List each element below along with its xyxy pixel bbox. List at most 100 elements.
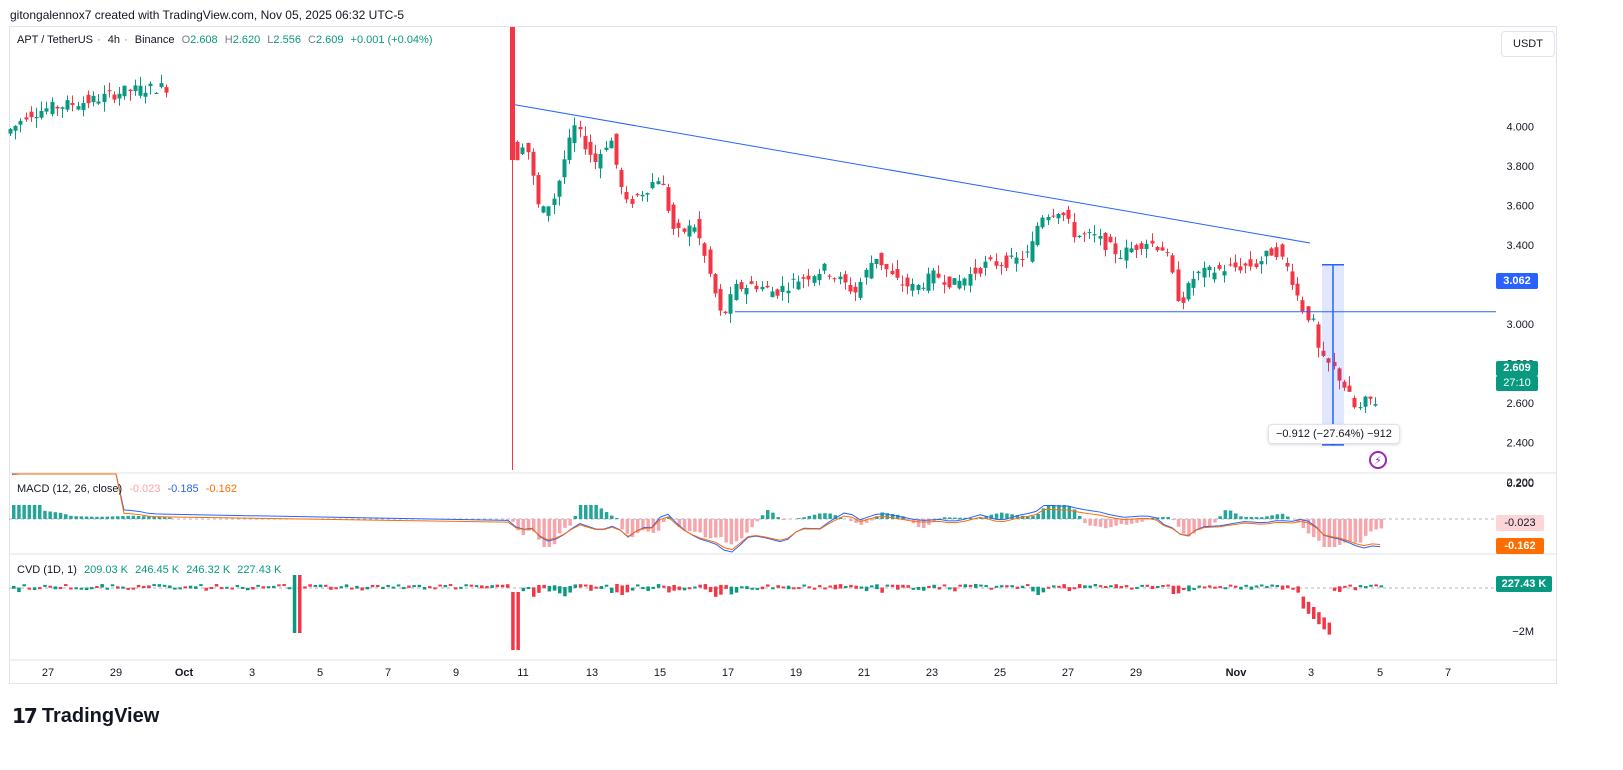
candle-body (832, 278, 837, 280)
symbol-name[interactable]: APT / TetherUS (17, 34, 94, 46)
cvd-candle (1109, 585, 1113, 588)
cvd-candle (1150, 585, 1155, 590)
macd-histogram-bar (511, 519, 515, 522)
low-value: 2.556 (273, 34, 301, 46)
cvd-candle (1187, 585, 1191, 592)
candle-body (702, 243, 707, 256)
candle-body (1051, 215, 1056, 217)
cvd-candle (984, 585, 988, 588)
cvd-candle (714, 586, 718, 597)
cvd-candle (329, 586, 333, 590)
cvd-candle (339, 586, 344, 589)
cvd-candle (599, 586, 604, 589)
cvd-candle (1041, 587, 1046, 593)
cvd-candle (641, 587, 645, 590)
candle-body (1248, 259, 1253, 267)
cvd-candle (870, 585, 874, 588)
candle-body (775, 289, 780, 296)
candle-body (536, 175, 541, 205)
macd-histogram-bar (942, 517, 947, 519)
candle-body (526, 142, 531, 153)
macd-name[interactable]: MACD (12, 26, close) (17, 483, 123, 495)
candle-body (848, 285, 853, 292)
candle-body (562, 159, 567, 178)
candle-body (515, 141, 520, 161)
macd-histogram-bar (1327, 519, 1332, 547)
cvd-candle (1208, 585, 1212, 588)
cvd-candle (381, 586, 385, 590)
cvd-candle (194, 586, 198, 589)
cvd-candle (266, 586, 271, 589)
candle-body (676, 222, 681, 229)
candle-body (24, 117, 29, 120)
candle-body (1165, 252, 1170, 254)
level-price-tag: 3.062 (1496, 273, 1538, 289)
cvd-candle (469, 584, 474, 587)
macd-histogram-bar (1140, 519, 1144, 522)
macd-histogram-bar (797, 518, 801, 519)
cvd-candle (370, 584, 375, 588)
candle-body (692, 227, 697, 232)
cvd-candle (313, 584, 318, 587)
macd-histogram-bar (1374, 519, 1378, 530)
cvd-candle (131, 587, 136, 590)
candle-body (1191, 278, 1196, 288)
candle-body (1186, 283, 1191, 300)
candle-body (1202, 267, 1207, 278)
candle-body (567, 137, 572, 160)
lightning-alert-icon[interactable]: ⚡ (1369, 451, 1387, 469)
macd-histogram-bar (719, 519, 723, 538)
currency-unit-button[interactable]: USDT (1501, 31, 1555, 57)
candle-body (1238, 266, 1243, 271)
cvd-candle (511, 592, 515, 650)
cvd-candle (734, 586, 739, 593)
candle-body (994, 261, 999, 266)
cvd-candle (1182, 587, 1186, 590)
candle-body (640, 194, 645, 197)
macd-axis-label: 0.200 (1506, 478, 1534, 490)
cvd-candle (740, 586, 744, 589)
cvd-candle (1010, 585, 1014, 588)
macd-histogram-bar (38, 505, 42, 519)
macd-histogram-bar (1182, 519, 1186, 534)
cvd-candle (1265, 586, 1269, 589)
macd-histogram-bar (1010, 514, 1014, 519)
macd-histogram-bar (1234, 513, 1238, 519)
chart-frame[interactable] (9, 26, 1557, 684)
measure-tool-label[interactable]: −0.912 (−27.64%) −912 (1268, 424, 1400, 444)
candle-body (635, 193, 640, 196)
candle-body (780, 285, 785, 293)
candle-body (827, 275, 832, 277)
candle-body (520, 147, 525, 154)
macd-histogram-bar (1109, 519, 1113, 528)
cvd-candle (662, 585, 666, 588)
symbol-interval[interactable]: 4h (107, 34, 121, 46)
cvd-candle (183, 586, 188, 589)
candle-body (926, 273, 931, 291)
cvd-candle (1301, 596, 1306, 609)
macd-histogram-bar (116, 516, 120, 519)
cvd-candle (303, 586, 307, 589)
macd-histogram-bar (121, 516, 125, 519)
cvd-candle (1353, 587, 1358, 591)
candle-body (900, 284, 905, 286)
macd-histogram-bar (532, 519, 536, 532)
time-tick-label: 27 (42, 667, 54, 679)
macd-histogram-bar (1041, 508, 1046, 519)
cvd-name[interactable]: CVD (1D, 1) (17, 564, 77, 576)
cvd-candle (318, 584, 323, 588)
cvd-candle (849, 584, 853, 588)
cvd-candle (43, 584, 47, 587)
macd-histogram-bar (1197, 519, 1202, 530)
candle-body (148, 83, 153, 87)
cvd-candle (386, 584, 390, 587)
candle-body (1254, 263, 1259, 268)
price-tick-label: 2.600 (1506, 398, 1534, 410)
macd-histogram-bar (1254, 517, 1259, 519)
cvd-candle (646, 586, 650, 591)
macd-histogram-bar (64, 514, 68, 519)
cvd-candle (121, 586, 125, 589)
price-tick-label: 3.000 (1506, 319, 1534, 331)
cvd-candle (1286, 585, 1290, 589)
